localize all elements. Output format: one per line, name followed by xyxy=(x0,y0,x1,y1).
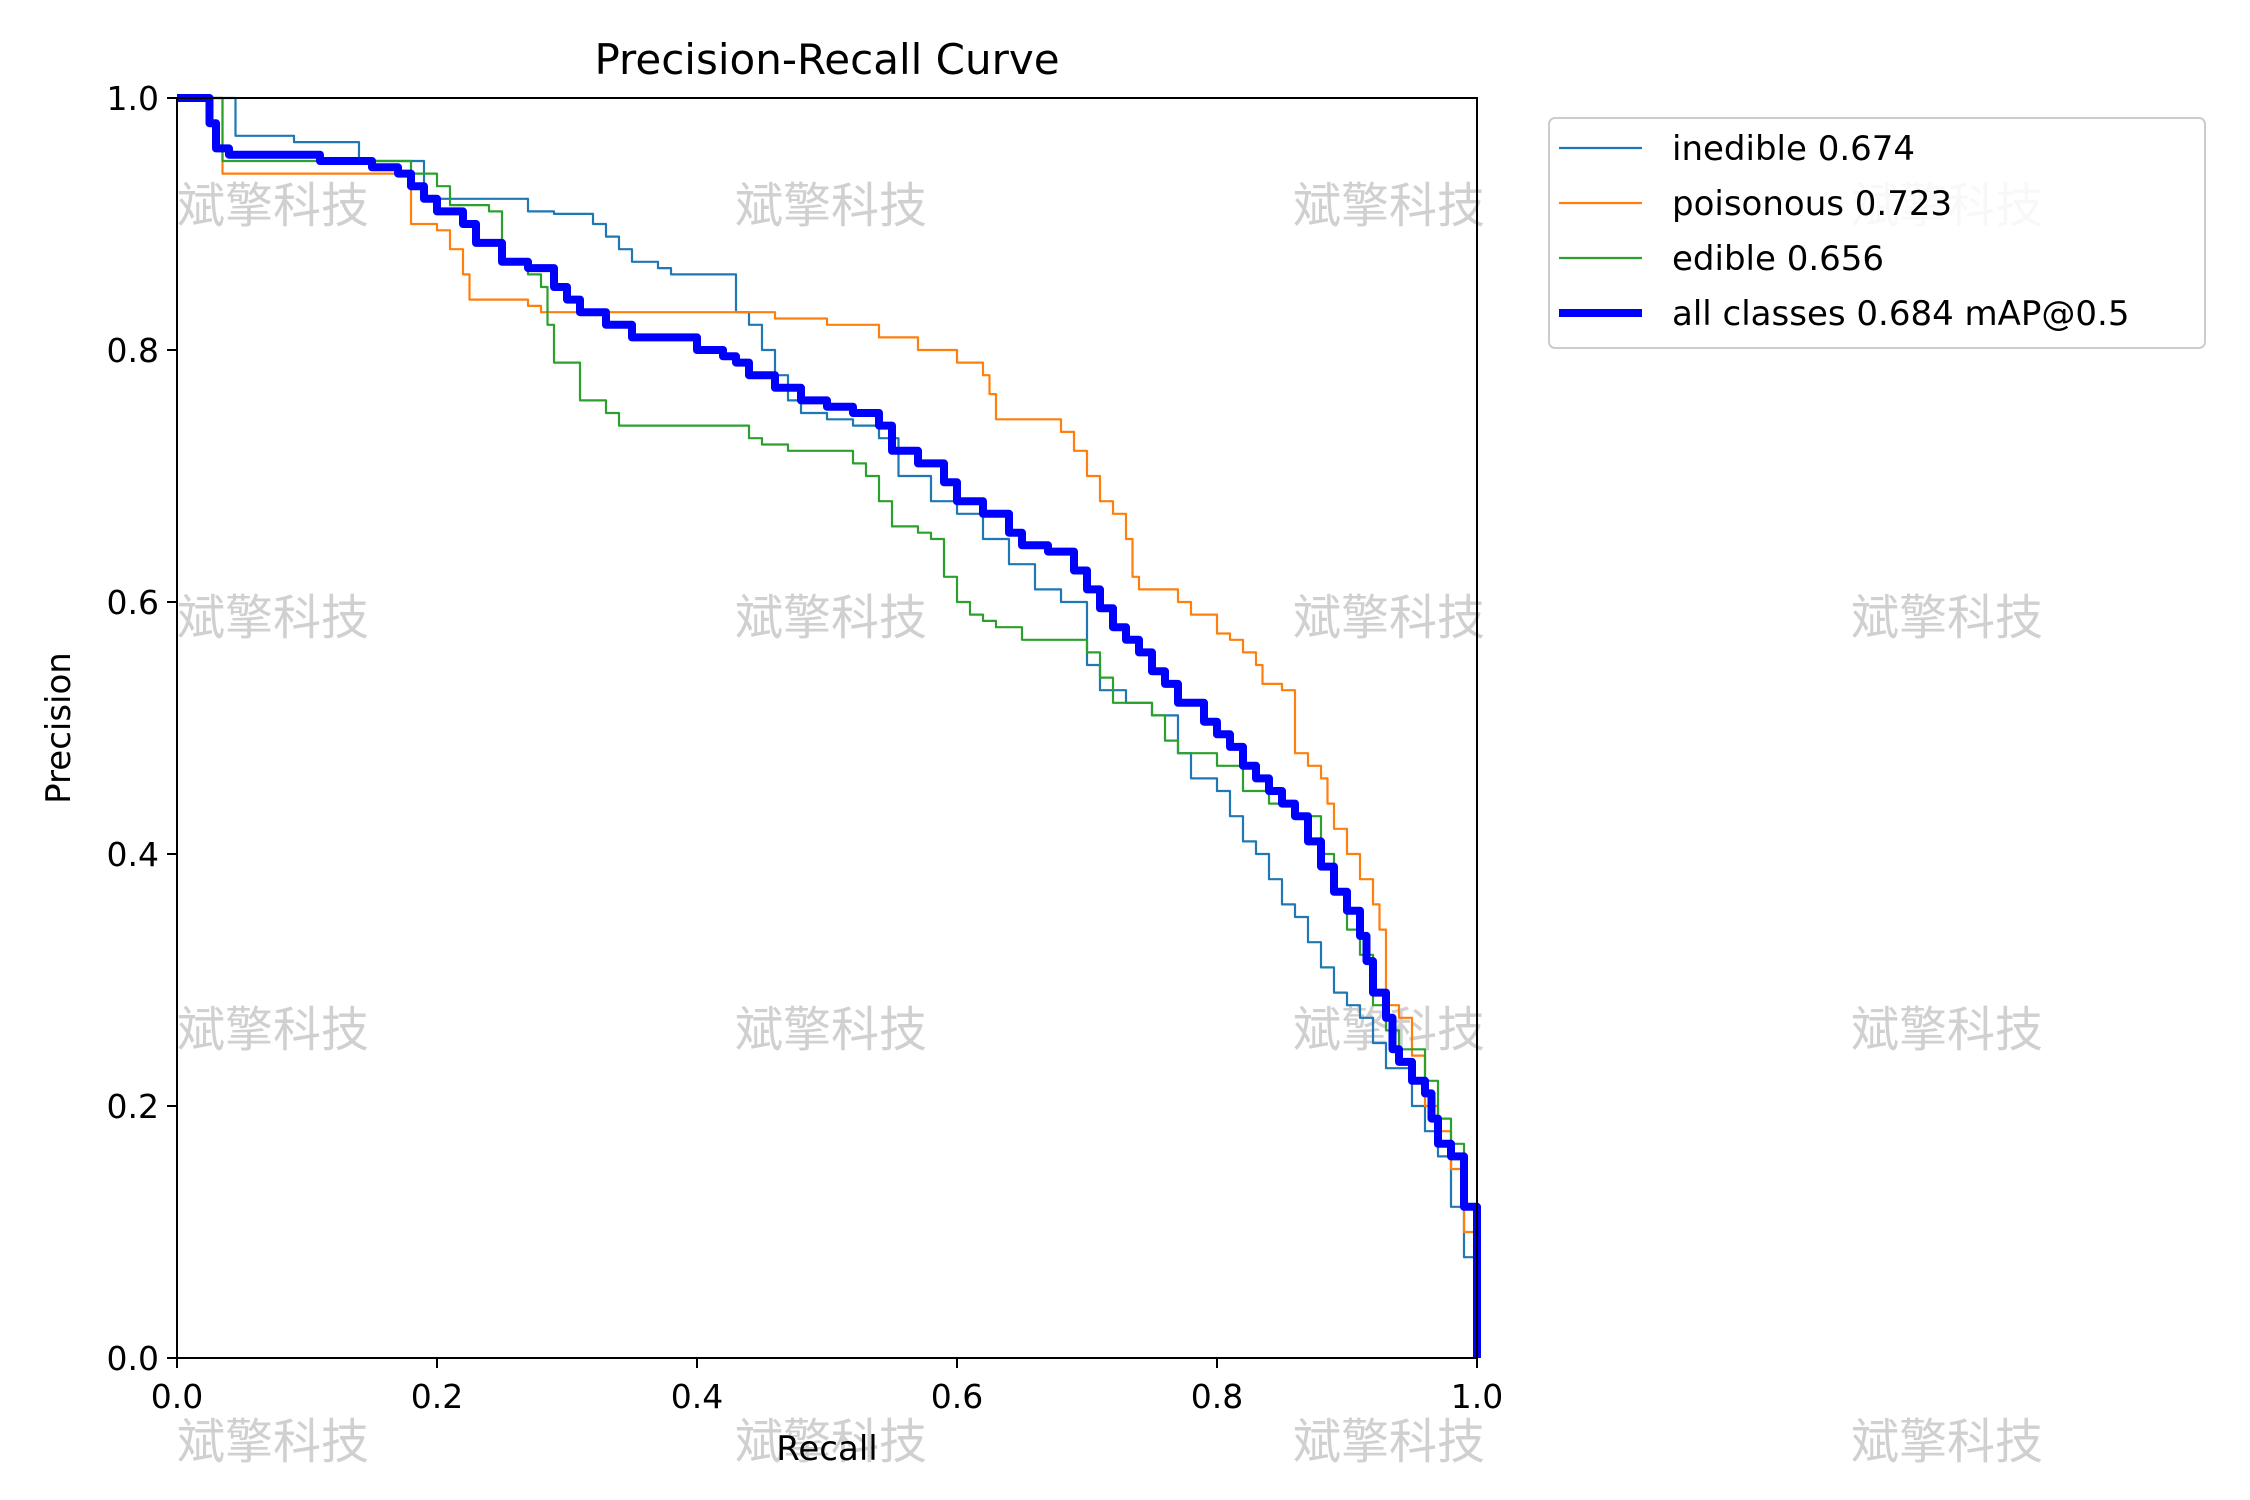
watermark-text: 斌擎科技 xyxy=(735,1414,927,1470)
legend-label-poisonous: poisonous 0.723 xyxy=(1672,184,1952,224)
watermark-text: 斌擎科技 xyxy=(1293,1414,1485,1470)
x-tick-label: 0.4 xyxy=(671,1377,723,1416)
series-line-poisonous xyxy=(177,96,1479,1358)
legend-box xyxy=(1548,117,2206,349)
x-tick-label: 1.0 xyxy=(1451,1377,1503,1416)
y-tick-label: 0.2 xyxy=(107,1087,159,1126)
x-axis-title: Recall xyxy=(776,1429,877,1469)
series-line-inedible xyxy=(177,96,1479,1358)
watermark-text: 斌擎科技 xyxy=(735,178,927,234)
y-tick-label: 0.0 xyxy=(107,1339,159,1378)
watermark-text: 斌擎科技 xyxy=(1293,590,1485,646)
watermark-text: 斌擎科技 xyxy=(1851,1414,2043,1470)
watermark-text: 斌擎科技 xyxy=(1851,1002,2043,1058)
legend-label-edible: edible 0.656 xyxy=(1672,239,1884,279)
watermark-text: 斌擎科技 xyxy=(177,590,369,646)
watermark-text: 斌擎科技 xyxy=(735,590,927,646)
series-line-edible xyxy=(177,96,1479,1358)
y-axis-title: Precision xyxy=(39,652,79,804)
watermark-text: 斌擎科技 xyxy=(1293,178,1485,234)
y-axis: 0.0 0.2 0.4 0.6 0.8 1.0 xyxy=(107,79,177,1378)
watermark-text: 斌擎科技 xyxy=(177,1002,369,1058)
legend-label-all-classes: all classes 0.684 mAP@0.5 xyxy=(1672,294,2129,334)
x-tick-label: 0.0 xyxy=(151,1377,203,1416)
x-axis: 0.0 0.2 0.4 0.6 0.8 1.0 xyxy=(151,1358,1503,1416)
x-tick-label: 0.2 xyxy=(411,1377,463,1416)
series-layer xyxy=(177,94,1481,1358)
y-tick-label: 1.0 xyxy=(107,79,159,118)
plot-frame xyxy=(176,97,1478,1359)
chart-title: Precision-Recall Curve xyxy=(594,35,1059,84)
x-tick-label: 0.8 xyxy=(1191,1377,1243,1416)
x-tick-label: 0.6 xyxy=(931,1377,983,1416)
series-line-all-classes xyxy=(177,94,1481,1358)
y-tick-label: 0.4 xyxy=(107,835,159,874)
watermark-text: 斌擎科技 xyxy=(177,178,369,234)
watermark-text: 斌擎科技 xyxy=(735,1002,927,1058)
legend: inedible 0.674 poisonous 0.723 edible 0.65… xyxy=(1548,117,2206,349)
watermark-text: 斌擎科技 xyxy=(1851,590,2043,646)
y-tick-label: 0.8 xyxy=(107,331,159,370)
legend-label-inedible: inedible 0.674 xyxy=(1672,129,1915,169)
watermark-text: 斌擎科技 xyxy=(177,1414,369,1470)
y-tick-label: 0.6 xyxy=(107,583,159,622)
